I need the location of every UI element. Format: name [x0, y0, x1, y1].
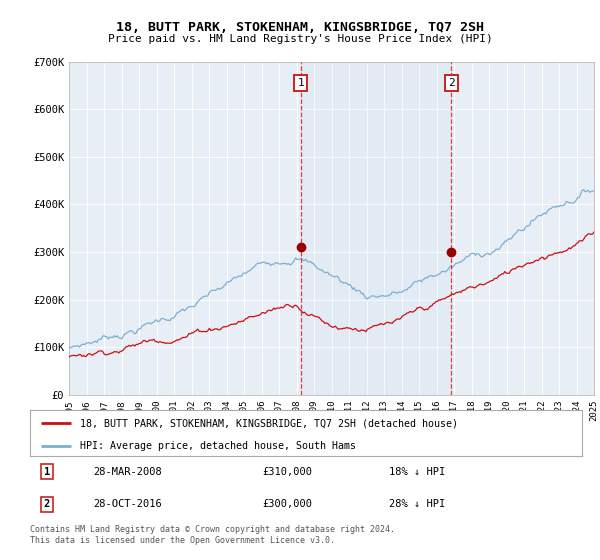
Text: 28% ↓ HPI: 28% ↓ HPI [389, 500, 445, 509]
Text: HPI: Average price, detached house, South Hams: HPI: Average price, detached house, Sout… [80, 441, 356, 451]
Text: £310,000: £310,000 [262, 466, 312, 477]
Text: 2: 2 [44, 500, 50, 509]
Text: 2: 2 [448, 78, 454, 88]
Text: 18, BUTT PARK, STOKENHAM, KINGSBRIDGE, TQ7 2SH: 18, BUTT PARK, STOKENHAM, KINGSBRIDGE, T… [116, 21, 484, 34]
Text: 18, BUTT PARK, STOKENHAM, KINGSBRIDGE, TQ7 2SH (detached house): 18, BUTT PARK, STOKENHAM, KINGSBRIDGE, T… [80, 418, 458, 428]
Text: Contains HM Land Registry data © Crown copyright and database right 2024.
This d: Contains HM Land Registry data © Crown c… [30, 525, 395, 545]
Text: 18% ↓ HPI: 18% ↓ HPI [389, 466, 445, 477]
Text: 28-OCT-2016: 28-OCT-2016 [94, 500, 162, 509]
Text: 28-MAR-2008: 28-MAR-2008 [94, 466, 162, 477]
Text: £300,000: £300,000 [262, 500, 312, 509]
Bar [301, 62, 451, 395]
Text: 1: 1 [44, 466, 50, 477]
Text: Price paid vs. HM Land Registry's House Price Index (HPI): Price paid vs. HM Land Registry's House … [107, 34, 493, 44]
Text: 1: 1 [298, 78, 304, 88]
